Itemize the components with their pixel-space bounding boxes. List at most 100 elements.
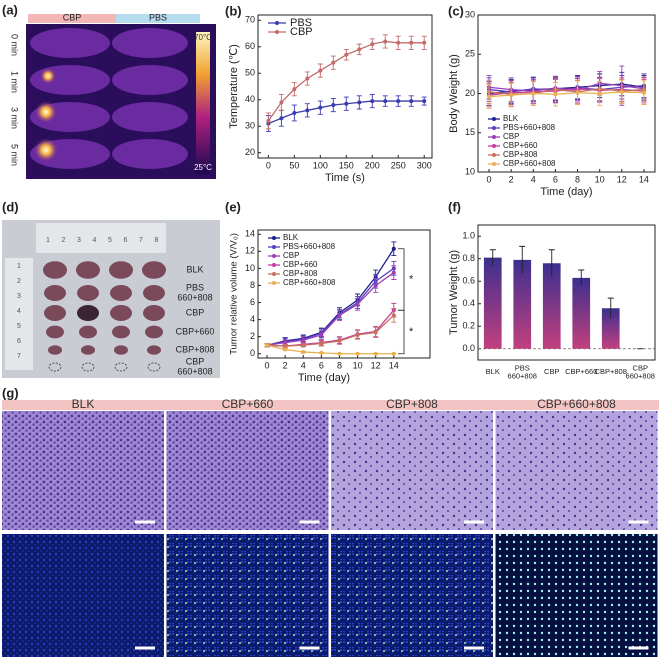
data-point	[373, 283, 378, 288]
empty-site	[81, 362, 95, 372]
he-image	[495, 411, 658, 530]
x-tick-label: CBP 660+808	[626, 363, 655, 380]
tumor	[46, 325, 64, 339]
column-label: CBP+660	[222, 397, 274, 411]
tumor	[110, 285, 132, 301]
fluorescence-image	[166, 534, 329, 657]
ruler-number: 7	[17, 353, 21, 360]
x-tick-label: CBP+660	[565, 367, 597, 376]
y-tick-label: 10	[465, 166, 475, 176]
x-tick-label: PBS 660+808	[508, 363, 537, 380]
data-point	[409, 99, 414, 104]
data-point	[265, 343, 270, 348]
ruler	[36, 223, 166, 253]
series-line	[266, 267, 395, 346]
series-line	[266, 344, 394, 355]
group-label: PBS	[149, 12, 167, 22]
data-point	[553, 92, 558, 97]
legend-label: BLK	[283, 233, 299, 242]
data-point	[337, 313, 342, 318]
x-tick-label: BLK	[486, 367, 500, 376]
legend-label: CBP+660+808	[283, 278, 336, 287]
y-tick-label: 8	[250, 280, 255, 290]
group-label: CBP+808	[176, 344, 215, 354]
data-point	[344, 101, 349, 106]
data-point	[383, 99, 388, 104]
panel-label: (b)	[225, 3, 242, 18]
y-tick-label: 15	[465, 127, 475, 137]
ruler-number: 7	[139, 237, 143, 244]
panel-label: (f)	[448, 199, 461, 214]
data-point	[383, 39, 388, 44]
data-point	[373, 351, 378, 356]
he-image	[166, 411, 329, 530]
legend-marker	[275, 21, 279, 25]
colorbar-label: 25°C	[194, 163, 212, 172]
x-tick-label: CBP+808	[595, 367, 627, 376]
bar	[572, 277, 591, 349]
empty-site	[48, 362, 62, 372]
legend-label: CBP	[290, 26, 313, 38]
tumor	[79, 325, 97, 339]
tumor	[44, 305, 66, 321]
group-bar	[28, 14, 116, 23]
legend-marker	[492, 117, 496, 121]
data-point	[319, 341, 324, 346]
y-tick-label: 12	[245, 246, 255, 256]
y-tick-label: 30	[465, 9, 475, 19]
data-point	[344, 52, 349, 57]
ruler-number: 3	[17, 293, 21, 300]
legend-label: CBP+660	[283, 260, 318, 269]
time-label: 3 min	[10, 107, 20, 129]
legend-marker	[272, 254, 276, 258]
legend-label: CBP	[283, 251, 299, 260]
tumor	[147, 345, 161, 355]
series-line	[266, 272, 395, 346]
series-line	[488, 88, 644, 95]
data-point	[319, 350, 324, 355]
bar	[542, 263, 561, 349]
y-tick-label: 20	[465, 88, 475, 98]
legend-marker	[492, 162, 496, 166]
error-bar	[519, 245, 526, 274]
time-label: 1 min	[10, 71, 20, 93]
y-tick-label: 25	[465, 49, 475, 59]
data-point	[283, 347, 288, 352]
series-line	[266, 248, 395, 346]
legend-marker	[492, 144, 496, 148]
data-point	[619, 89, 624, 94]
group-bar	[116, 14, 200, 23]
group-label: BLK	[186, 264, 203, 274]
legend-marker	[275, 30, 279, 34]
fluorescence-image	[2, 534, 164, 657]
x-axis-label: Time (day)	[298, 372, 350, 384]
legend-label: PBS+660+808	[503, 123, 556, 132]
data-point	[337, 338, 342, 343]
header-bar	[2, 400, 659, 410]
ruler-number: 1	[17, 263, 21, 270]
x-tick-label: 14	[639, 174, 649, 184]
legend-label: BLK	[503, 114, 519, 123]
fluorescence-image	[331, 534, 493, 657]
data-point	[370, 99, 375, 104]
plot-frame	[257, 229, 431, 359]
data-point	[301, 350, 306, 355]
legend-marker	[272, 236, 276, 240]
data-point	[319, 332, 324, 337]
ruler-number: 5	[108, 237, 112, 244]
y-tick-label: 0.2	[462, 321, 475, 331]
data-point	[292, 110, 297, 115]
x-tick-label: CBP	[544, 367, 559, 376]
empty-site	[147, 362, 161, 372]
micrographs: BLK CBP+660 CBP+808 CBP+660+808	[2, 397, 658, 657]
legend-label: CBP	[503, 132, 519, 141]
tumor	[114, 345, 128, 355]
data-point	[391, 270, 396, 275]
y-tick-label: 50	[245, 68, 255, 78]
bar	[483, 257, 502, 349]
legend-marker	[272, 281, 276, 285]
data-point	[357, 100, 362, 105]
series-line	[489, 91, 644, 98]
significance-mark: *	[409, 326, 414, 338]
